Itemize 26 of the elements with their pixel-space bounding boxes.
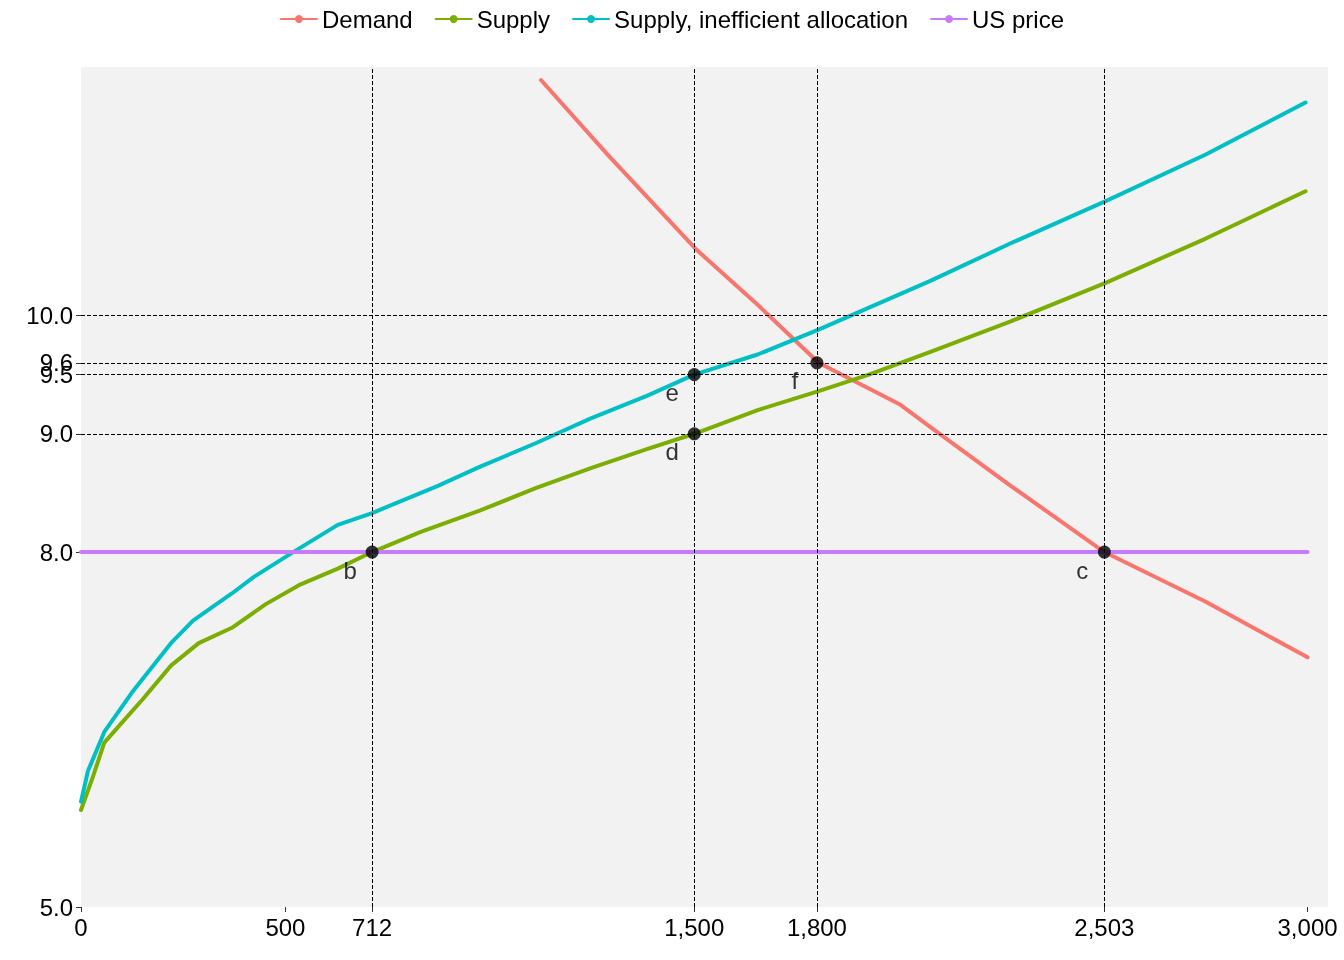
point <box>687 368 701 382</box>
point <box>365 545 379 559</box>
annotation: b <box>343 556 357 584</box>
legend-label: Demand <box>321 5 413 33</box>
legend-label: Supply <box>476 5 551 33</box>
x-tick-label: 712 <box>352 913 393 941</box>
y-tick-label: 5.0 <box>39 893 73 921</box>
x-tick-label: 3,000 <box>1277 913 1338 941</box>
y-tick-label: 10.0 <box>26 301 73 329</box>
x-tick-label: 0 <box>74 913 88 941</box>
annotation: f <box>791 367 799 395</box>
annotation: e <box>665 379 679 407</box>
line-series <box>538 78 1310 660</box>
point <box>810 356 824 370</box>
y-tick-label: 8.0 <box>39 538 73 566</box>
annotation: c <box>1076 556 1089 584</box>
x-tick-label: 500 <box>265 913 306 941</box>
legend-label: US price <box>972 5 1065 33</box>
x-tick-label: 1,500 <box>664 913 725 941</box>
point <box>687 427 701 441</box>
legend-label: Supply, inefficient allocation <box>614 5 909 33</box>
x-tick-label: 2,503 <box>1074 913 1135 941</box>
point <box>1097 545 1111 559</box>
y-tick-label: 9.0 <box>39 420 73 448</box>
annotation: d <box>665 438 679 466</box>
x-tick-label: 1,800 <box>786 913 847 941</box>
